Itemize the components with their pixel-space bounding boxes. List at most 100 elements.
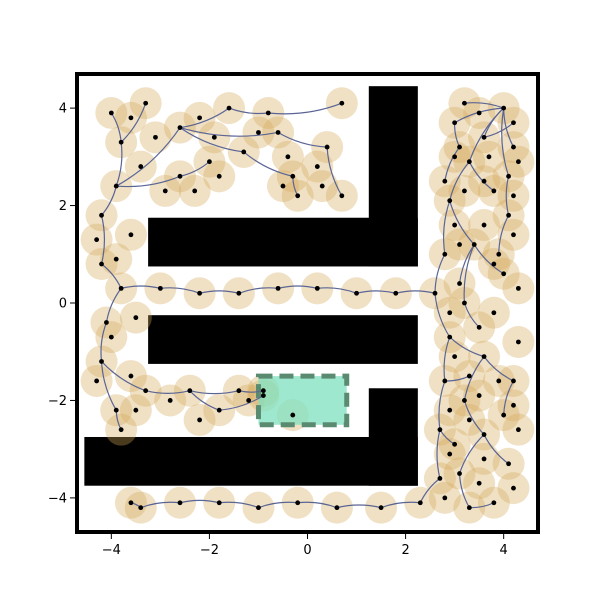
tree-node [108,334,114,340]
obstacles [84,86,418,486]
tree-edge [120,103,147,143]
tree-edge [501,108,510,177]
tree-edge [473,244,504,275]
tree-node [197,417,203,423]
tree-edge [498,215,510,255]
tree-edge [458,244,475,284]
tree-edge [179,107,230,129]
x-tick-label: −4 [102,543,121,558]
tree-node [162,188,168,194]
x-tick-label: 4 [500,543,508,558]
tree-node [153,134,158,140]
tree-node [246,398,252,403]
tree-edge [189,390,239,395]
tree-edge [449,336,485,358]
tree-node [197,115,203,121]
tree-edge [189,390,220,411]
tree-node [113,183,119,189]
tree-node [138,164,144,169]
tree-node [491,188,497,194]
tree-edge [140,501,181,509]
tree-node [511,144,516,150]
tree-node [501,412,507,418]
tree-edge [100,322,107,362]
tree-edge [179,127,244,153]
tree-node [447,407,453,413]
tree-node [457,144,462,150]
y-tick-label: 0 [59,297,67,312]
tree-edge [434,253,446,294]
tree-edge [277,285,318,289]
tree-node [457,281,462,286]
tree-edge [458,473,470,508]
tree-edge [458,434,485,474]
tree-node [452,354,458,359]
tree-edge [145,390,190,394]
tree-node [339,193,345,199]
tree-node [442,378,448,384]
tree-node [280,183,286,189]
tree-node [236,290,242,296]
tree-node [241,149,247,155]
tree-node [133,315,139,321]
tree-edge [317,287,357,294]
tree-node [462,300,467,306]
tree-node [265,110,271,116]
tree-node [216,173,222,179]
tree-edge [356,290,396,294]
tree-edge [483,122,514,138]
tree-node [167,398,173,403]
tree-node [275,130,281,135]
tree-edge [160,287,200,294]
tree-node [511,378,516,384]
tree-node [275,285,281,291]
tree-node [177,125,183,130]
tree-edge [463,356,485,401]
tree-node [118,285,124,291]
tree-edge [436,429,441,479]
tree-edge [483,356,514,382]
tree-node [118,427,124,433]
tree-edge [101,361,146,392]
tree-node [476,393,482,398]
tree-edge [419,477,441,504]
tree-edge [120,285,161,289]
tree-edge [483,434,509,465]
tree-node [457,242,462,247]
tree-node [113,407,119,413]
x-tick-label: −2 [200,543,219,558]
tree-node [511,232,516,238]
tree-node [128,232,134,238]
tree-edge [468,107,505,162]
tree-node [104,320,109,325]
tree-node [452,154,458,160]
tree-edge [468,161,495,192]
tree-edge [449,161,470,201]
tree-node [511,193,516,199]
tree-node [417,500,423,506]
tree-node [466,505,472,511]
goal-region-group [255,373,350,428]
tree-node [481,222,487,228]
tree-node [442,495,448,501]
tree-edge [219,501,259,509]
tree-node [506,173,511,179]
tree-node [393,290,399,296]
tree-node [481,456,487,462]
tree-edge [101,263,122,289]
tree-node [143,388,149,394]
tree-edge [115,127,181,187]
tree-node [457,471,462,476]
tree-node [481,178,487,184]
tree-node [491,261,497,267]
tree-node [491,500,497,506]
tree-node [462,398,467,403]
tree-node [157,285,163,291]
tree-node [442,251,448,257]
tree-node [466,159,472,165]
tree-node [432,290,438,296]
tree-node [118,139,124,145]
tree-node [476,110,482,116]
tree-node [138,505,144,511]
tree-node [197,290,203,296]
